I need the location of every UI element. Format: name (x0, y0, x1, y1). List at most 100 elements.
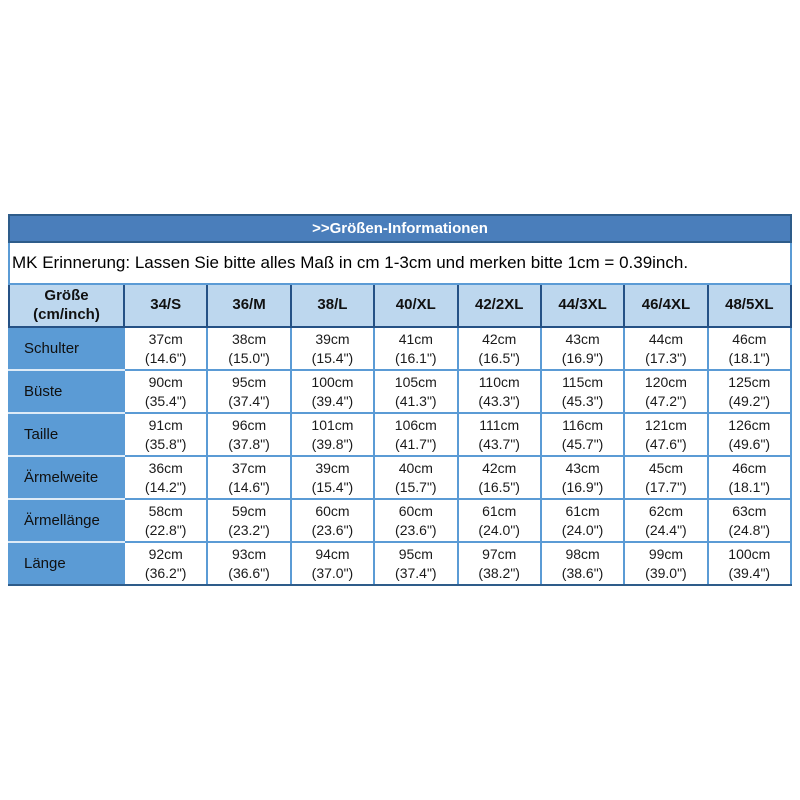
measurement-inch: (38.2") (478, 564, 520, 581)
size-column-header: 36/M (206, 283, 292, 328)
measurement-inch: (49.6") (728, 435, 771, 452)
measurement-cell: 36cm (14.2") (122, 455, 209, 500)
measurement-inch: (14.2") (144, 478, 187, 495)
measurement-inch: (37.4") (395, 564, 437, 581)
measurement-inch: (45.7") (561, 435, 604, 452)
row-label: Ärmelweite (8, 455, 125, 500)
measurement-cell: 46cm (18.1") (706, 326, 793, 371)
measurement-cm: 125cm (728, 373, 771, 390)
measurement-inch: (39.0") (645, 564, 687, 581)
measurement-inch: (36.6") (228, 564, 270, 581)
measurement-cell: 101cm (39.8") (289, 412, 376, 457)
measurement-cm: 116cm (562, 416, 604, 433)
measurement-inch: (41.7") (395, 435, 437, 452)
measurement-inch: (17.3") (645, 349, 687, 366)
measurement-cm: 43cm (565, 330, 600, 347)
measurement-inch: (39.4") (311, 392, 354, 409)
measurement-cell: 96cm (37.8") (206, 412, 292, 457)
measurement-cm: 60cm (398, 502, 433, 519)
measurement-cell: 37cm (14.6") (206, 455, 292, 500)
measurement-row: Taille 91cm (35.8") 96cm (37.8") 101cm (39.8")… (8, 412, 793, 457)
measurement-cm: 44cm (648, 330, 684, 347)
measurement-cell: 92cm (36.2") (122, 541, 209, 586)
measurement-cell: 46cm (18.1") (706, 455, 793, 500)
measurement-cell: 99cm (39.0") (623, 541, 709, 586)
measurement-cm: 96cm (231, 416, 267, 433)
measurement-cell: 100cm (39.4") (289, 369, 376, 414)
measurement-cm: 95cm (398, 545, 433, 562)
measurement-row: Ärmelweite 36cm (14.2") 37cm (14.6") 39cm (15.… (8, 455, 793, 500)
measurement-cell: 116cm (45.7") (539, 412, 626, 457)
measurement-cm: 36cm (148, 459, 183, 476)
measurement-cell: 105cm (41.3") (373, 369, 459, 414)
measurement-cm: 121cm (644, 416, 687, 433)
measurement-inch: (43.7") (478, 435, 520, 452)
measurement-inch: (36.2") (144, 564, 187, 581)
measurement-cell: 97cm (38.2") (456, 541, 542, 586)
measurement-cell: 100cm (39.4") (706, 541, 793, 586)
size-chart-table: >>Größen-Informationen MK Erinnerung: La… (8, 214, 793, 586)
measurement-inch: (49.2") (728, 392, 771, 409)
measurement-inch: (37.8") (228, 435, 270, 452)
row-label: Ärmellänge (8, 498, 125, 543)
measurement-cm: 46cm (732, 330, 767, 347)
measurement-row: Ärmellänge 58cm (22.8") 59cm (23.2") 60cm (23.… (8, 498, 793, 543)
corner-header-size: Größe (cm/inch) (8, 283, 125, 328)
measurement-cm: 60cm (315, 502, 350, 519)
measurement-cell: 41cm (16.1") (373, 326, 459, 371)
measurement-cm: 99cm (648, 545, 684, 562)
measurement-inch: (24.8") (728, 521, 771, 538)
measurement-inch: (47.2") (645, 392, 687, 409)
measurement-inch: (35.4") (144, 392, 187, 409)
measurement-cm: 110cm (478, 373, 520, 390)
measurement-inch: (24.0") (478, 521, 520, 538)
measurement-cm: 94cm (315, 545, 350, 562)
measurement-inch: (23.6") (395, 521, 437, 538)
measurement-cm: 126cm (728, 416, 771, 433)
size-column-header: 38/L (289, 283, 376, 328)
measurement-cell: 40cm (15.7") (373, 455, 459, 500)
measurement-cm: 93cm (231, 545, 267, 562)
measurement-cm: 42cm (482, 330, 517, 347)
measurement-inch: (16.1") (395, 349, 437, 366)
measurement-inch: (23.2") (228, 521, 270, 538)
measurement-cell: 115cm (45.3") (539, 369, 626, 414)
measurement-cell: 58cm (22.8") (122, 498, 209, 543)
measurement-cm: 91cm (148, 416, 183, 433)
measurement-cm: 58cm (148, 502, 183, 519)
corner-header-line2: (cm/inch) (33, 305, 100, 323)
measurement-cm: 92cm (148, 545, 183, 562)
size-column-header: 40/XL (373, 283, 459, 328)
measurement-cm: 42cm (482, 459, 517, 476)
measurement-inch: (35.8") (144, 435, 187, 452)
measurement-inch: (45.3") (561, 392, 604, 409)
row-label: Schulter (8, 326, 125, 371)
measurement-cell: 43cm (16.9") (539, 326, 626, 371)
measurement-cell: 90cm (35.4") (122, 369, 209, 414)
measurement-cell: 60cm (23.6") (373, 498, 459, 543)
measurement-inch: (17.7") (645, 478, 687, 495)
measurement-cell: 61cm (24.0") (539, 498, 626, 543)
measurement-cell: 120cm (47.2") (623, 369, 709, 414)
size-info-title: >>Größen-Informationen (8, 214, 792, 243)
measurement-inch: (39.8") (311, 435, 354, 452)
measurement-inch: (37.0") (311, 564, 354, 581)
size-column-header: 48/5XL (706, 283, 793, 328)
measurement-cell: 98cm (38.6") (539, 541, 626, 586)
measurement-cm: 120cm (644, 373, 687, 390)
measurement-inch: (15.0") (228, 349, 270, 366)
measurement-inch: (43.3") (478, 392, 520, 409)
title-bar-row: >>Größen-Informationen (8, 214, 792, 243)
measurement-cm: 106cm (394, 416, 437, 433)
measurement-inch: (38.6") (561, 564, 604, 581)
measurement-inch: (16.5") (478, 349, 520, 366)
measurement-cell: 125cm (49.2") (706, 369, 793, 414)
measurement-cm: 61cm (482, 502, 517, 519)
size-column-header: 44/3XL (539, 283, 626, 328)
measurement-cm: 100cm (728, 545, 771, 562)
measurement-inch: (18.1") (728, 478, 771, 495)
measurement-cm: 43cm (565, 459, 600, 476)
measurement-inch: (15.4") (311, 478, 354, 495)
measurement-inch: (23.6") (311, 521, 354, 538)
row-label: Büste (8, 369, 125, 414)
